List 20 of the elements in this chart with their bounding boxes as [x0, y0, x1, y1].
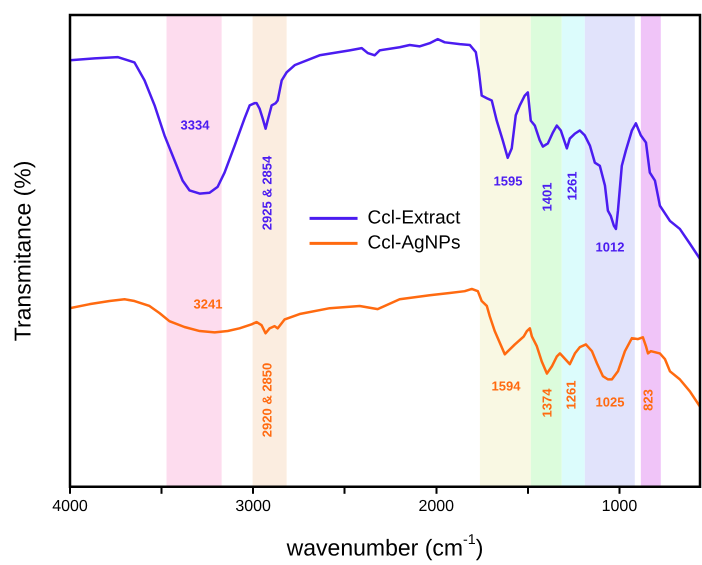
annotation: 1012 [596, 240, 624, 255]
annotation: 1594 [492, 378, 522, 394]
legend-label: Ccl-AgNPs [368, 232, 460, 254]
annotation: 3241 [194, 296, 222, 312]
x-tick-label: 1000 [602, 498, 638, 515]
annotation: 3334 [180, 118, 210, 133]
x-tick-label: 4000 [52, 498, 88, 515]
annotation: 823 [640, 389, 656, 411]
annotation: 2925 & 2854 [260, 155, 275, 230]
y-axis-title: Transmitance (%) [9, 160, 36, 342]
annotation: 1261 [564, 380, 579, 410]
x-tick-label: 3000 [235, 498, 272, 515]
annotation: 1261 [564, 172, 580, 200]
legend-label: Ccl-Extract [368, 208, 462, 229]
annotation: 1595 [494, 174, 522, 189]
annotation: 2920 & 2850 [260, 362, 275, 438]
annotation: 1401 [540, 182, 555, 212]
x-tick-label: 2000 [418, 498, 454, 515]
annotation: 1025 [596, 394, 624, 410]
annotation: 1374 [540, 388, 555, 418]
